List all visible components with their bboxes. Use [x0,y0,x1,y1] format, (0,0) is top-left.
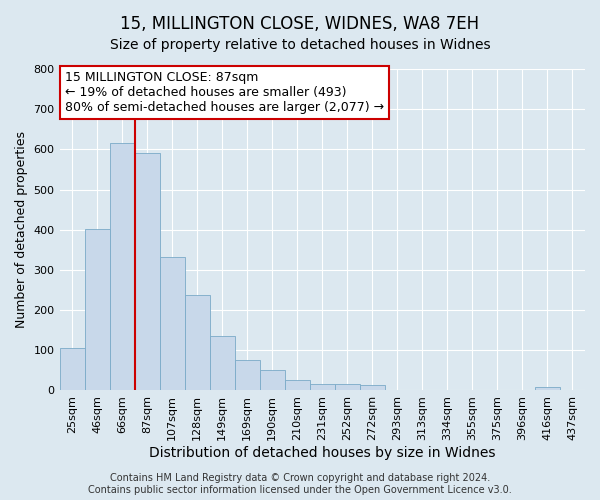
Bar [185,295,209,390]
Bar [310,384,335,390]
Bar [335,384,360,390]
Text: Contains HM Land Registry data © Crown copyright and database right 2024.
Contai: Contains HM Land Registry data © Crown c… [88,474,512,495]
Bar [160,256,185,390]
X-axis label: Distribution of detached houses by size in Widnes: Distribution of detached houses by size … [149,446,496,460]
Bar [285,380,310,390]
Y-axis label: Number of detached properties: Number of detached properties [15,131,28,328]
Text: 15 MILLINGTON CLOSE: 87sqm
← 19% of detached houses are smaller (493)
80% of sem: 15 MILLINGTON CLOSE: 87sqm ← 19% of deta… [65,71,383,114]
Bar [59,348,85,391]
Bar [134,154,160,390]
Bar [535,387,560,390]
Bar [85,228,110,390]
Bar [209,336,235,390]
Text: Size of property relative to detached houses in Widnes: Size of property relative to detached ho… [110,38,490,52]
Bar [360,385,385,390]
Bar [110,144,134,390]
Bar [260,370,285,390]
Text: 15, MILLINGTON CLOSE, WIDNES, WA8 7EH: 15, MILLINGTON CLOSE, WIDNES, WA8 7EH [121,15,479,33]
Bar [235,360,260,390]
